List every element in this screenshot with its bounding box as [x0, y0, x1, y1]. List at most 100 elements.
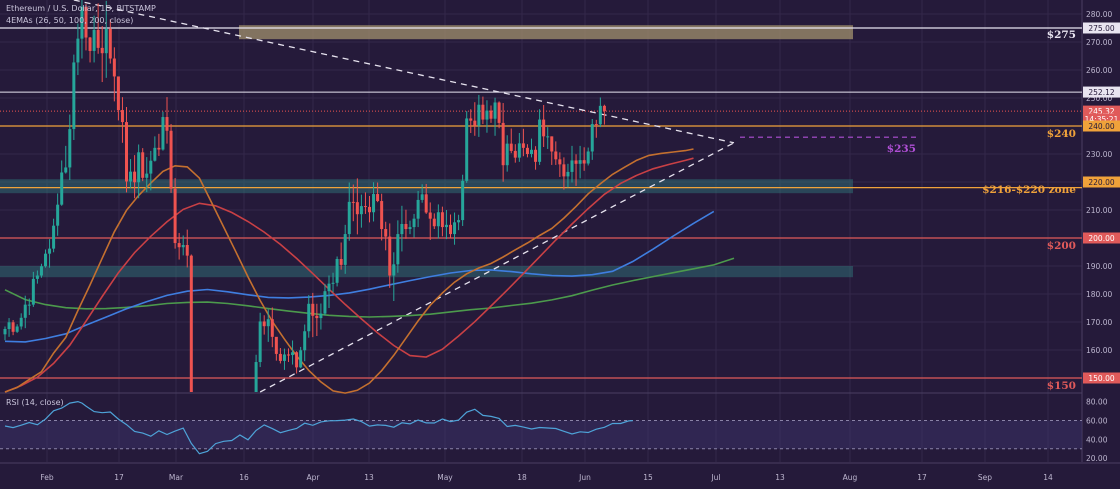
- level-label-4: $200: [1047, 240, 1076, 252]
- candle-body: [60, 172, 64, 205]
- candle-body: [359, 206, 363, 215]
- candle-body: [562, 164, 566, 177]
- ema50-line: [4, 157, 694, 393]
- candle-body: [76, 38, 80, 63]
- candle-body: [355, 202, 359, 215]
- price-tag-label: 275.00: [1088, 24, 1114, 33]
- candle-body: [80, 6, 84, 39]
- price-tag-bg: [1083, 22, 1120, 34]
- ema100-line: [4, 210, 715, 343]
- rsi-title: RSI (14, close): [6, 398, 64, 407]
- candle-body: [31, 278, 35, 305]
- candle-body: [534, 149, 538, 162]
- candle-body: [189, 255, 193, 392]
- candle-body: [457, 220, 461, 223]
- candle-body: [311, 303, 315, 316]
- candle-body: [453, 222, 457, 235]
- candle-body: [27, 304, 31, 306]
- candle-body: [392, 264, 396, 276]
- candle-body: [485, 110, 489, 120]
- level-label-2: $235: [887, 143, 916, 155]
- candle-body: [497, 102, 501, 123]
- candle-body: [380, 201, 384, 230]
- candle-body: [542, 119, 546, 137]
- candle-body: [266, 319, 270, 327]
- level-label-5: $150: [1047, 380, 1076, 392]
- trendline-0: [73, 0, 735, 144]
- candle-body: [19, 317, 23, 327]
- candle-body: [149, 160, 153, 174]
- candle-body: [424, 194, 428, 213]
- candle-body: [521, 143, 525, 148]
- candle-body: [339, 259, 343, 265]
- resistance-box: [239, 25, 853, 40]
- candle-body: [335, 259, 339, 283]
- candle-body: [586, 151, 590, 164]
- time-tick-label: May: [437, 473, 453, 482]
- price-tag-label: 252.12: [1088, 88, 1114, 97]
- candle-body: [501, 122, 505, 166]
- candle-body: [327, 283, 331, 292]
- candle-body: [7, 322, 11, 329]
- candle-body: [137, 152, 141, 183]
- candle-body: [574, 160, 578, 164]
- candle-body: [39, 266, 43, 276]
- candle-body: [428, 212, 432, 219]
- candle-body: [432, 218, 436, 227]
- candle-body: [141, 152, 145, 178]
- candle-body: [525, 147, 529, 154]
- candle-body: [558, 159, 562, 165]
- rsi-tick-label: 20.00: [1086, 454, 1108, 463]
- time-tick-label: 18: [517, 473, 527, 482]
- price-tick-label: 270.00: [1086, 38, 1112, 47]
- rsi-tick-label: 60.00: [1086, 416, 1108, 425]
- support-zone-1: [0, 266, 853, 278]
- candles[interactable]: [3, 0, 606, 392]
- candle-body: [465, 118, 469, 181]
- candle-body: [582, 160, 586, 164]
- candle-body: [481, 104, 485, 120]
- candle-body: [489, 110, 493, 119]
- candle-body: [88, 37, 92, 51]
- candle-body: [278, 353, 282, 361]
- time-tick-label: Jun: [578, 473, 591, 482]
- rsi-tick-label: 80.00: [1086, 398, 1108, 407]
- price-tag-bg: [1083, 372, 1120, 384]
- candle-body: [274, 336, 278, 354]
- rsi-pane[interactable]: [0, 400, 1082, 455]
- candle-body: [270, 319, 274, 337]
- price-tag-label: 200.00: [1088, 234, 1114, 243]
- level-label-3: $216-$220 zone: [982, 184, 1076, 196]
- candle-body: [112, 58, 116, 77]
- candle-body: [550, 136, 554, 152]
- candle-body: [64, 167, 68, 173]
- candle-body: [538, 119, 542, 162]
- candle-body: [108, 28, 112, 59]
- rsi-line: [4, 400, 633, 455]
- candle-body: [258, 321, 262, 363]
- candle-body: [104, 28, 108, 54]
- candle-body: [56, 204, 60, 226]
- candle-body: [444, 224, 448, 228]
- candle-body: [92, 29, 96, 51]
- candle-body: [145, 173, 149, 178]
- candle-body: [546, 136, 550, 138]
- price-tag-label: 150.00: [1088, 374, 1114, 383]
- candle-body: [598, 105, 602, 125]
- price-tag-bg: [1083, 105, 1120, 117]
- level-labels: $275 $240 $235 $216-$220 zone $200 $150: [887, 29, 1077, 392]
- candle-body: [169, 130, 173, 189]
- candle-body: [594, 124, 598, 126]
- time-axis[interactable]: Feb 17 Mar 16 Apr 13 May 18 Jun 15 Jul 13 Aug 17 Sep 14: [40, 473, 1053, 482]
- time-tick-label: 16: [239, 473, 249, 482]
- time-tick-label: Apr: [307, 473, 321, 482]
- candle-body: [173, 188, 177, 244]
- price-tick-label: 210.00: [1086, 206, 1112, 215]
- candle-body: [566, 171, 570, 177]
- candle-body: [116, 76, 120, 111]
- price-tag-bg: [1083, 232, 1120, 244]
- time-tick-label: 13: [775, 473, 785, 482]
- candle-body: [368, 206, 371, 213]
- price-tick-label: 250.00: [1086, 94, 1112, 103]
